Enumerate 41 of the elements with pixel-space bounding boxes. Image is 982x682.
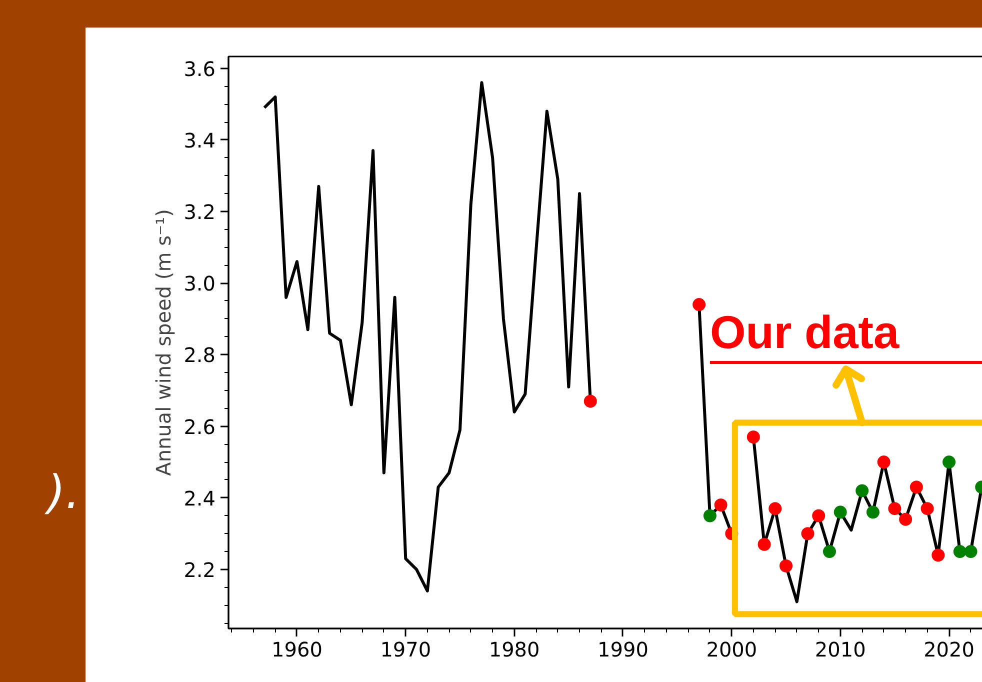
- y-tick-label: 2.2: [184, 558, 216, 582]
- x-tick-label: 1960: [272, 638, 322, 662]
- y-tick-label: 3.2: [184, 200, 216, 224]
- point: [714, 498, 728, 512]
- point: [899, 512, 912, 526]
- point: [942, 456, 956, 469]
- point: [964, 545, 978, 558]
- x-tick-label: 2020: [924, 638, 974, 662]
- point: [877, 456, 890, 469]
- point: [910, 480, 923, 494]
- point: [866, 506, 880, 519]
- point: [812, 509, 826, 522]
- y-tick-label: 3.0: [184, 272, 216, 296]
- x-tick-label: 1990: [598, 638, 648, 662]
- x-tick-label: 2010: [814, 638, 866, 662]
- point: [834, 506, 847, 519]
- point: [768, 502, 782, 516]
- text: ).: [47, 464, 80, 521]
- point: [584, 394, 597, 408]
- y-tick-label: 2.4: [184, 486, 216, 510]
- x-tick-label: 2000: [706, 638, 758, 662]
- point: [692, 298, 706, 312]
- y-tick-label: 3.4: [184, 128, 216, 152]
- x-tick-label: 1980: [488, 638, 540, 662]
- point: [780, 559, 793, 572]
- point: [703, 509, 716, 522]
- point: [856, 484, 869, 498]
- x-tick-label: 1970: [380, 638, 432, 662]
- point: [801, 527, 814, 540]
- annotation: Our data: [710, 306, 900, 358]
- y-tick-label: 3.6: [184, 56, 216, 81]
- point: [758, 538, 771, 551]
- point: [822, 545, 836, 558]
- y-tick-label: 2.6: [184, 414, 216, 439]
- point: [888, 502, 902, 516]
- point: [920, 502, 934, 516]
- point: [953, 545, 966, 558]
- y-axis-title: Annual wind speed (m s⁻¹): [152, 209, 176, 476]
- point: [746, 430, 760, 444]
- point: [932, 548, 945, 562]
- y-tick-label: 2.8: [184, 343, 216, 368]
